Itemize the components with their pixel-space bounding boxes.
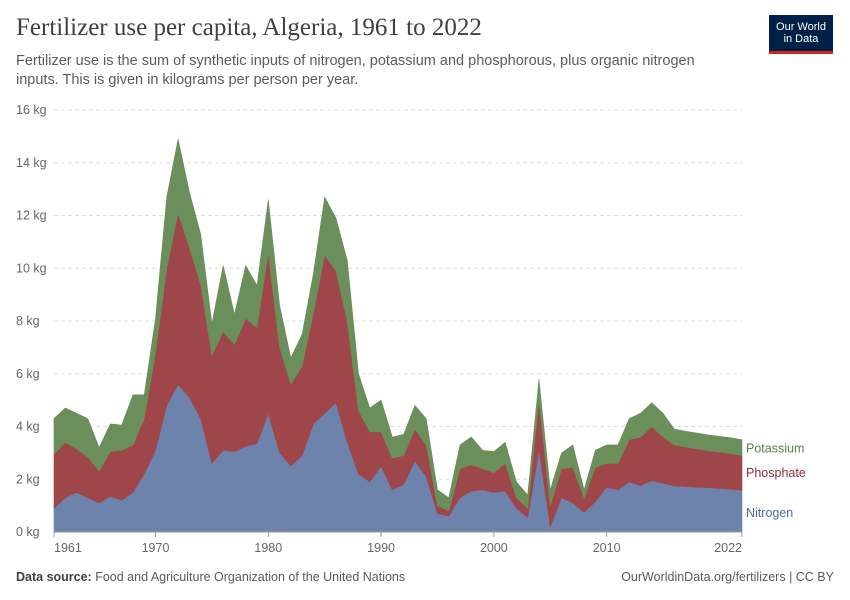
data-source: Data source: Food and Agriculture Organi… [16, 570, 405, 584]
y-tick-label: 14 kg [16, 156, 47, 170]
nitrogen-label: Nitrogen [746, 506, 793, 520]
chart-subtitle: Fertilizer use is the sum of synthetic i… [16, 53, 695, 88]
x-tick-label: 2022 [714, 541, 742, 555]
potassium-area [53, 138, 743, 512]
phosphate-label: Phosphate [746, 466, 806, 480]
credit-link[interactable]: OurWorldinData.org/fertilizers | CC BY [621, 570, 834, 584]
y-tick-label: 0 kg [16, 525, 40, 539]
logo-line-1: Our World [776, 21, 826, 33]
y-tick-label: 2 kg [16, 472, 40, 486]
x-tick-label: 2000 [480, 541, 508, 555]
y-tick-label: 10 kg [16, 261, 47, 275]
source-label: Data source: [16, 570, 92, 584]
x-tick-label: 1961 [54, 541, 82, 555]
y-tick-label: 8 kg [16, 314, 40, 328]
area-series [53, 138, 743, 533]
x-tick-label: 1990 [367, 541, 395, 555]
axes: 0 kg 2 kg 4 kg 6 kg 8 kg 10 kg 12 kg 14 kg 16 kg… [16, 103, 743, 555]
series-labels: Nitrogen Phosphate Potassium [746, 442, 806, 521]
y-tick-label: 16 kg [16, 103, 47, 117]
y-tick-label: 6 kg [16, 367, 40, 381]
x-tick-label: 1970 [142, 541, 170, 555]
owid-logo[interactable]: Our World in Data [769, 15, 833, 54]
y-tick-label: 4 kg [16, 420, 40, 434]
source-text[interactable]: Food and Agriculture Organization of the… [95, 570, 406, 584]
logo-line-2: in Data [783, 33, 819, 45]
x-tick-label: 1980 [254, 541, 282, 555]
y-tick-label: 12 kg [16, 209, 47, 223]
potassium-label: Potassium [746, 442, 804, 456]
chart-title: Fertilizer use per capita, Algeria, 1961… [16, 14, 482, 41]
x-tick-label: 2010 [593, 541, 621, 555]
